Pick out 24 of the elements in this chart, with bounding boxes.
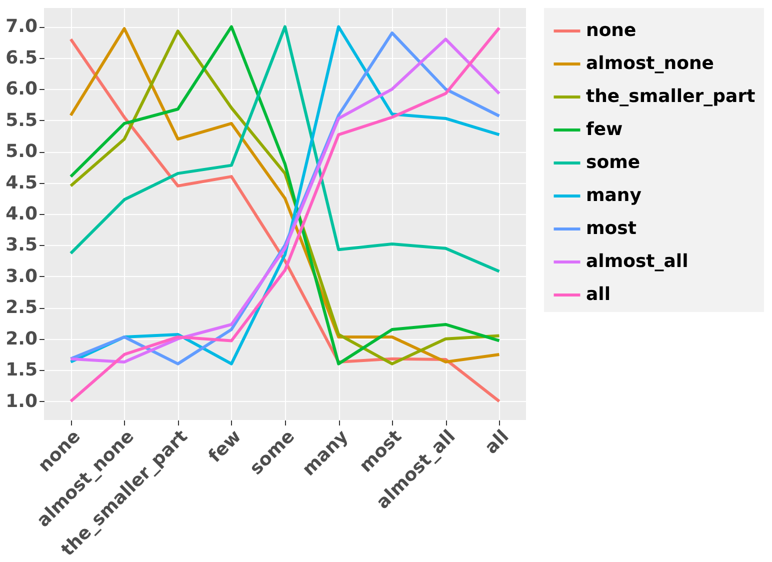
y-tick-label: 7.0 [6,16,38,38]
y-tick-label: 1.0 [6,390,38,412]
y-tick-label: 3.0 [6,266,38,287]
y-tick-label: 1.5 [6,360,38,381]
legend-label: none [586,20,636,41]
y-tick-label: 4.0 [6,204,38,224]
legend-label: almost_none [586,53,714,74]
legend-label: all [586,284,610,305]
y-tick-label: 5.0 [6,141,38,162]
y-tick-label: 2.0 [6,328,38,350]
legend-label: the_smaller_part [586,86,756,107]
y-tick-label: 2.5 [6,297,38,318]
line-series [69,25,501,273]
legend-label: almost_all [586,251,688,272]
legend-label: some [586,152,640,173]
y-tick-label: 6.5 [6,47,38,68]
x-tick-label: all [480,426,514,458]
y-tick-label: 6.0 [6,78,38,100]
legend-label: few [586,119,623,140]
legend-label: many [586,185,642,206]
y-tick-label: 5.5 [6,110,38,131]
y-tick-label: 4.5 [6,172,38,194]
y-tick-label: 3.5 [6,234,38,256]
legend-label: most [586,218,637,239]
